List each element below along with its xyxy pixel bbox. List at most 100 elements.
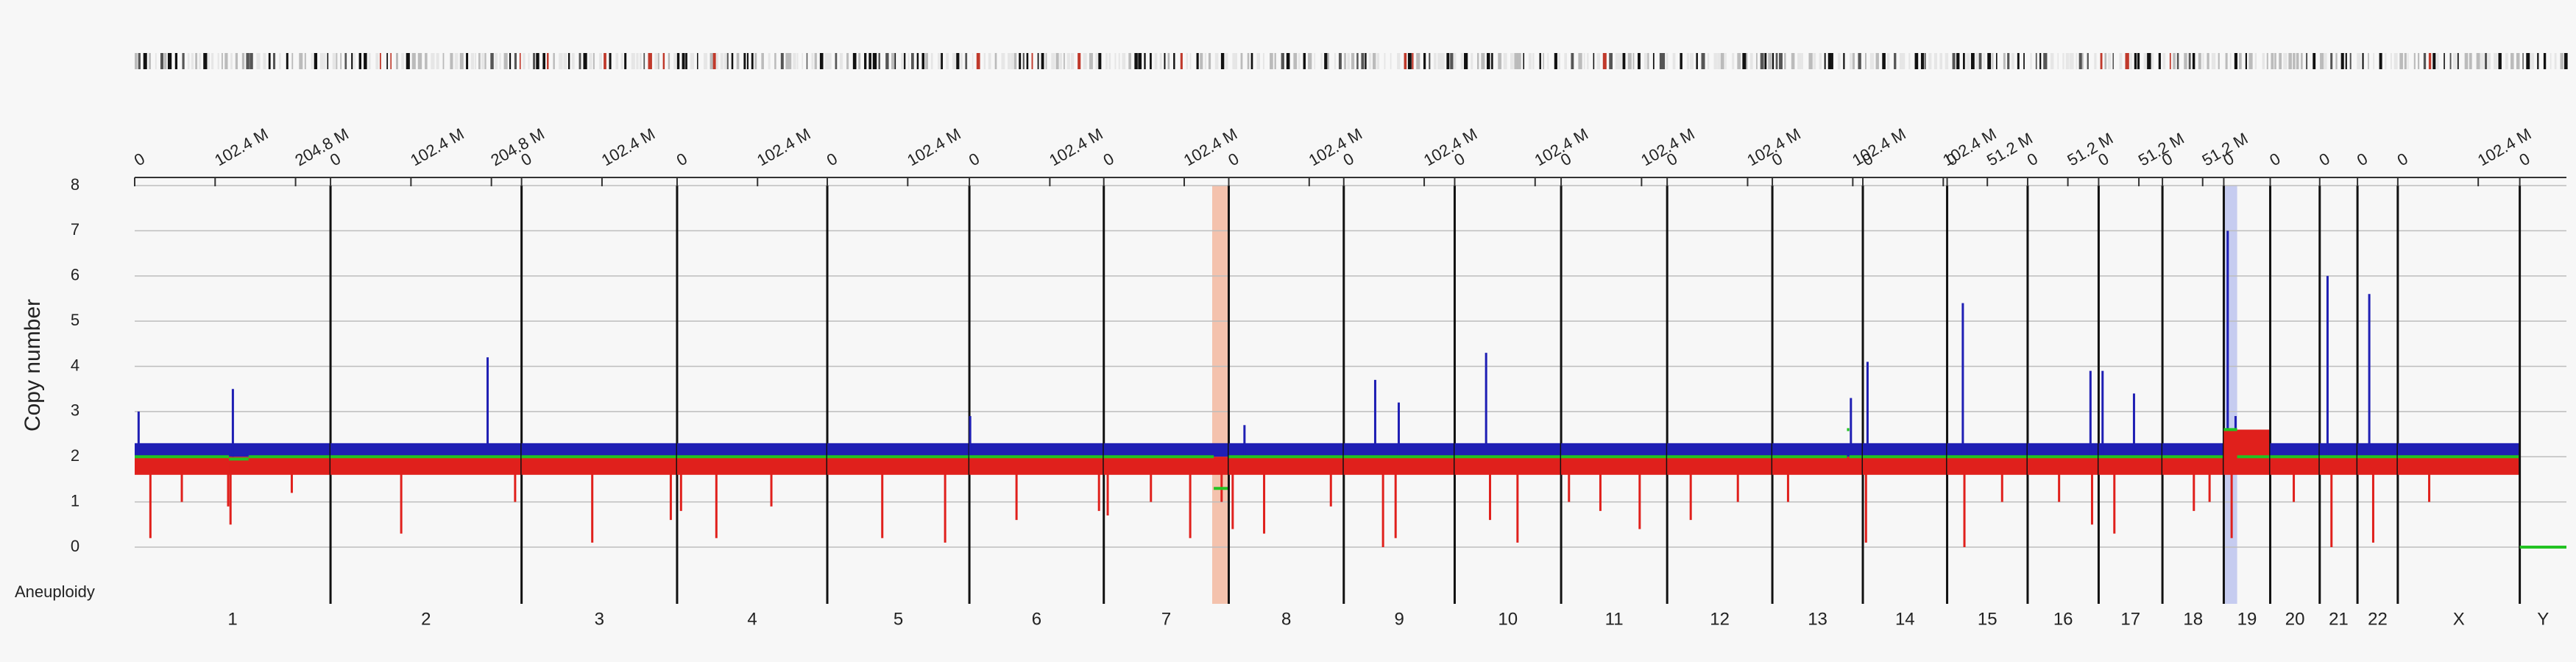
cytoband xyxy=(1975,53,1978,69)
cytoband xyxy=(2100,53,2103,69)
chromosome-label: 4 xyxy=(747,609,757,629)
cytoband xyxy=(2498,53,2502,69)
cytoband xyxy=(1899,53,1904,69)
cytoband xyxy=(1813,53,1816,69)
cytoband xyxy=(1784,53,1786,69)
cytoband xyxy=(1324,53,1328,69)
cytoband xyxy=(2104,53,2107,69)
cytoband xyxy=(375,53,379,69)
cytoband xyxy=(2143,53,2148,69)
cytoband xyxy=(639,53,642,69)
loss-band xyxy=(330,457,522,475)
cytoband xyxy=(1173,53,1175,69)
cytoband xyxy=(1078,53,1081,69)
chromosome-label: 5 xyxy=(894,609,903,629)
cytoband xyxy=(1437,53,1442,69)
cytoband xyxy=(1760,53,1764,69)
cytoband xyxy=(891,53,895,69)
cytoband xyxy=(1756,53,1758,69)
cytoband xyxy=(1416,53,1420,69)
cytoband xyxy=(682,53,685,69)
cytoband xyxy=(609,53,612,69)
cytoband xyxy=(1189,53,1192,69)
cytoband xyxy=(604,53,606,69)
cytoband xyxy=(662,53,665,69)
cytoband xyxy=(1602,53,1607,69)
cytoband xyxy=(2035,53,2037,69)
cytoband xyxy=(952,53,956,69)
cytoband xyxy=(1236,53,1238,69)
cytoband xyxy=(774,53,776,69)
cytoband xyxy=(2436,53,2439,69)
gain-band xyxy=(2319,443,2358,457)
cytoband xyxy=(1344,53,1346,69)
cytoband xyxy=(2313,53,2316,69)
cytoband xyxy=(2476,53,2480,69)
cytoband xyxy=(2151,53,2154,69)
cytoband xyxy=(174,53,178,69)
cytoband xyxy=(1390,53,1392,69)
cytoband xyxy=(1083,53,1087,69)
cytoband xyxy=(2469,53,2472,69)
cytoband xyxy=(1122,53,1126,69)
cytoband xyxy=(454,53,459,69)
cytoband xyxy=(864,53,867,69)
cytoband xyxy=(868,53,871,69)
cytoband xyxy=(1659,53,1664,69)
cytoband xyxy=(819,53,824,69)
cytoband xyxy=(1571,53,1574,69)
chromosome-label: 3 xyxy=(595,609,604,629)
cytoband xyxy=(2423,53,2427,69)
loss-band xyxy=(1103,457,1229,475)
cytoband xyxy=(1150,53,1152,69)
cytoband xyxy=(1498,53,1502,69)
cytoband xyxy=(436,53,439,69)
cytoband xyxy=(1945,53,1949,69)
cytoband xyxy=(2202,53,2204,69)
cytoband xyxy=(1262,53,1264,69)
cytoband xyxy=(988,53,991,69)
cytoband xyxy=(1481,53,1485,69)
cytoband xyxy=(976,53,980,69)
gain-band xyxy=(969,443,1104,457)
cytoband xyxy=(1286,53,1290,69)
cytoband xyxy=(2176,53,2179,69)
cytoband xyxy=(2306,53,2308,69)
cytoband xyxy=(846,53,849,69)
cytoband xyxy=(852,53,857,69)
cytoband xyxy=(2173,53,2176,69)
cytoband xyxy=(2560,53,2564,69)
cytoband xyxy=(2050,53,2054,69)
chromosome-label: 2 xyxy=(421,609,431,629)
cytoband xyxy=(2017,53,2020,69)
cytoband xyxy=(1791,53,1795,69)
cytoband xyxy=(1066,53,1070,69)
chromosome-label: 20 xyxy=(2285,609,2305,629)
cytoband xyxy=(697,53,698,69)
cytoband xyxy=(379,53,381,69)
cytoband xyxy=(1407,53,1412,69)
cytoband xyxy=(1801,53,1803,69)
gain-band xyxy=(1228,443,1344,457)
cytoband xyxy=(1995,53,1998,69)
cytoband xyxy=(182,53,185,69)
cytoband xyxy=(2444,53,2445,69)
cytoband xyxy=(263,53,266,69)
gain-band xyxy=(1561,443,1668,457)
cytoband xyxy=(417,53,422,69)
cytoband xyxy=(1314,53,1316,69)
cytoband xyxy=(2390,53,2392,69)
cytoband xyxy=(2198,53,2201,69)
cytoband xyxy=(1713,53,1717,69)
cytoband xyxy=(149,53,151,69)
cytoband xyxy=(1095,53,1100,69)
cytoband xyxy=(930,53,933,69)
cytoband xyxy=(1746,53,1748,69)
y-axis-title: Copy number xyxy=(21,299,45,432)
cytoband xyxy=(547,53,549,69)
loss-band xyxy=(2027,457,2099,475)
chromosome-label: 21 xyxy=(2329,609,2349,629)
row-label: Aneuploidy xyxy=(15,582,95,601)
cytoband xyxy=(230,53,233,69)
